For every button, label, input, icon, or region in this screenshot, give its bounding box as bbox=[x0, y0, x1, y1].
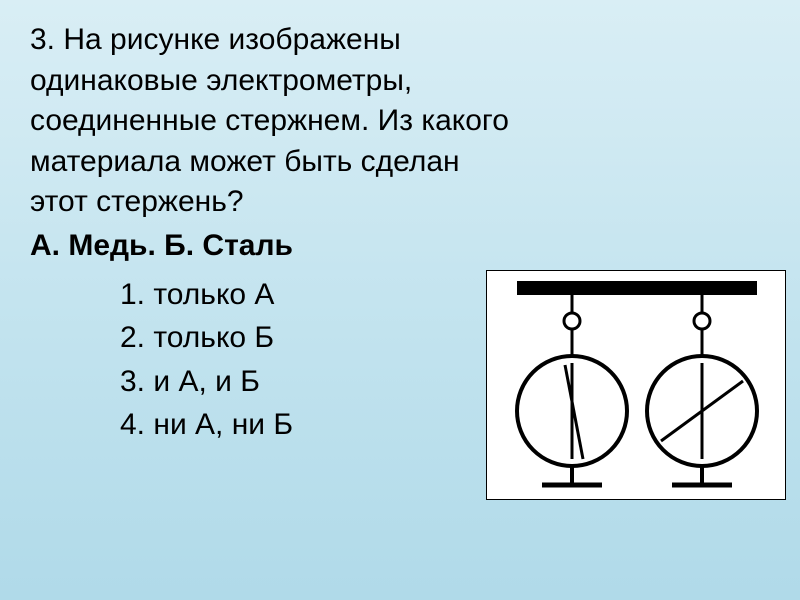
question-number: 3. bbox=[30, 23, 55, 56]
answer-2-label: только Б bbox=[153, 321, 274, 354]
electrometer-diagram bbox=[486, 270, 786, 500]
question-line-0: На рисунке изображены bbox=[63, 23, 400, 56]
question-line-1: одинаковые электрометры, bbox=[30, 64, 412, 97]
answer-2-num: 2. bbox=[120, 316, 145, 360]
answer-4-num: 4. bbox=[120, 403, 145, 447]
question-line-3: материала может быть сделан bbox=[30, 145, 460, 178]
answer-1-num: 1. bbox=[120, 273, 145, 317]
material-options: А. Медь. Б. Сталь bbox=[30, 229, 770, 263]
answer-3-label: и А, и Б bbox=[153, 365, 260, 398]
answer-4-label: ни А, ни Б bbox=[153, 408, 293, 441]
question-line-2: соединенные стержнем. Из какого bbox=[30, 104, 509, 137]
question-text: 3. На рисунке изображены одинаковые элек… bbox=[30, 20, 770, 223]
answer-3-num: 3. bbox=[120, 360, 145, 404]
question-line-4: этот стержень? bbox=[30, 185, 244, 218]
answer-1-label: только А bbox=[153, 278, 274, 311]
electrometer-svg bbox=[487, 271, 787, 501]
